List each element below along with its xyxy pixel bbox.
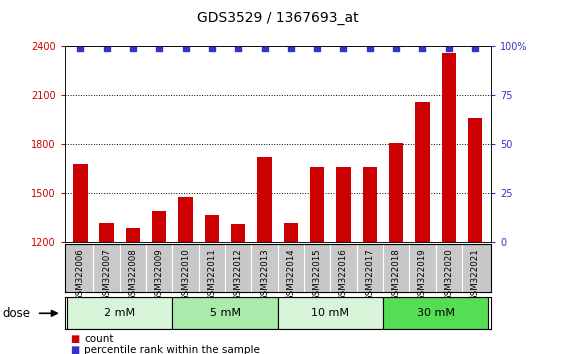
Text: 10 mM: 10 mM xyxy=(311,308,350,318)
Point xyxy=(260,45,269,51)
Bar xyxy=(172,297,278,329)
Text: GSM322010: GSM322010 xyxy=(181,248,190,301)
Text: GSM322019: GSM322019 xyxy=(418,248,427,301)
Text: GSM322006: GSM322006 xyxy=(76,248,85,301)
Point xyxy=(76,45,85,51)
Bar xyxy=(383,297,488,329)
Point xyxy=(181,45,190,51)
Point xyxy=(444,45,453,51)
Bar xyxy=(278,297,383,329)
Point xyxy=(418,45,427,51)
Point xyxy=(234,45,243,51)
Text: percentile rank within the sample: percentile rank within the sample xyxy=(84,346,260,354)
Point xyxy=(471,45,480,51)
Point xyxy=(312,45,321,51)
Text: GSM322012: GSM322012 xyxy=(234,248,243,301)
Text: 5 mM: 5 mM xyxy=(210,308,241,318)
Point xyxy=(102,45,111,51)
Bar xyxy=(284,223,298,242)
Text: GSM322009: GSM322009 xyxy=(155,248,164,301)
Text: 30 mM: 30 mM xyxy=(417,308,454,318)
Text: GSM322011: GSM322011 xyxy=(208,248,217,301)
Point xyxy=(155,45,164,51)
Text: GSM322015: GSM322015 xyxy=(312,248,321,301)
Text: GSM322020: GSM322020 xyxy=(444,248,453,301)
Text: ■: ■ xyxy=(70,334,79,344)
Bar xyxy=(178,197,193,242)
Bar xyxy=(73,164,88,242)
Text: GSM322008: GSM322008 xyxy=(128,248,137,301)
Bar xyxy=(231,224,246,242)
Text: GDS3529 / 1367693_at: GDS3529 / 1367693_at xyxy=(197,11,358,25)
Bar xyxy=(205,215,219,242)
Bar xyxy=(442,53,456,242)
Text: GSM322021: GSM322021 xyxy=(471,248,480,301)
Bar xyxy=(310,167,324,242)
Text: 2 mM: 2 mM xyxy=(104,308,135,318)
Text: ■: ■ xyxy=(70,346,79,354)
Point xyxy=(128,45,137,51)
Text: GSM322018: GSM322018 xyxy=(392,248,401,301)
Bar xyxy=(126,228,140,242)
Text: count: count xyxy=(84,334,114,344)
Bar xyxy=(152,211,167,242)
Bar xyxy=(415,102,430,242)
Bar xyxy=(257,157,272,242)
Text: GSM322007: GSM322007 xyxy=(102,248,111,301)
Point xyxy=(365,45,374,51)
Point xyxy=(339,45,348,51)
Text: GSM322016: GSM322016 xyxy=(339,248,348,301)
Bar xyxy=(67,297,172,329)
Bar xyxy=(336,167,351,242)
Bar xyxy=(389,143,403,242)
Text: GSM322017: GSM322017 xyxy=(365,248,374,301)
Point xyxy=(392,45,401,51)
Bar xyxy=(468,118,482,242)
Text: GSM322013: GSM322013 xyxy=(260,248,269,301)
Text: dose: dose xyxy=(3,307,31,320)
Bar xyxy=(99,223,114,242)
Point xyxy=(286,45,295,51)
Bar xyxy=(362,167,377,242)
Point xyxy=(208,45,217,51)
Text: GSM322014: GSM322014 xyxy=(286,248,295,301)
